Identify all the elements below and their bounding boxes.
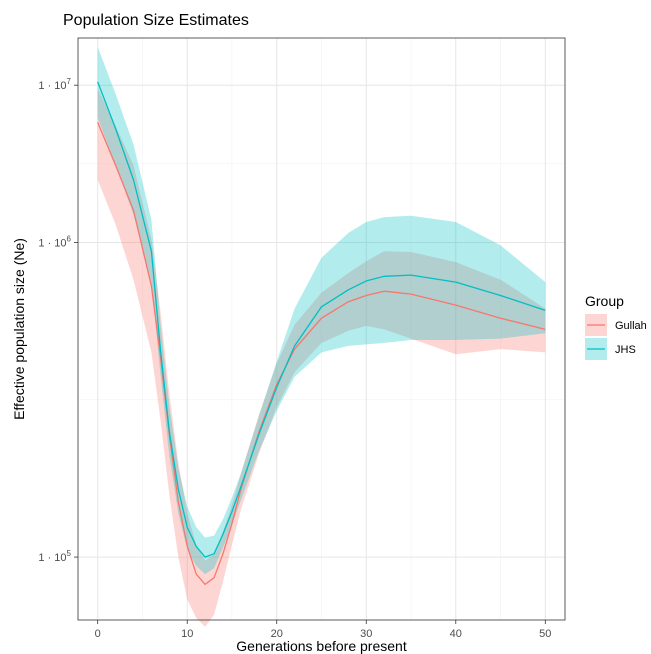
legend-title: Group: [585, 293, 624, 309]
legend-label-jhs: JHS: [615, 344, 636, 356]
ribbon-jhs: [97, 47, 546, 575]
legend-label-gullah: Gullah: [615, 320, 647, 332]
x-tick-label: 20: [271, 628, 283, 640]
grid-minor: [78, 38, 565, 620]
chart-title: Population Size Estimates: [63, 12, 249, 29]
y-tick-label: 1 · 105: [38, 549, 71, 564]
x-tick-label: 10: [181, 628, 193, 640]
series-lines: [97, 81, 546, 586]
confidence-ribbons: [97, 47, 546, 627]
line-gullah: [97, 122, 546, 586]
legend: Group Gullah JHS: [585, 293, 647, 360]
line-jhs: [97, 81, 546, 558]
x-axis: 0 10 20 30 40 50: [95, 620, 551, 640]
x-tick-label: 40: [450, 628, 462, 640]
x-axis-title: Generations before present: [236, 638, 407, 654]
y-axis-title: Effective population size (Ne): [11, 238, 27, 420]
x-tick-label: 30: [360, 628, 372, 640]
y-axis: 1 · 105 1 · 106 1 · 107: [38, 77, 78, 564]
x-tick-label: 0: [95, 628, 101, 640]
x-tick-label: 50: [539, 628, 551, 640]
y-tick-label: 1 · 106: [38, 234, 71, 249]
plot-border: [77, 37, 566, 621]
y-tick-label: 1 · 107: [38, 77, 71, 92]
grid-major: [78, 38, 565, 620]
